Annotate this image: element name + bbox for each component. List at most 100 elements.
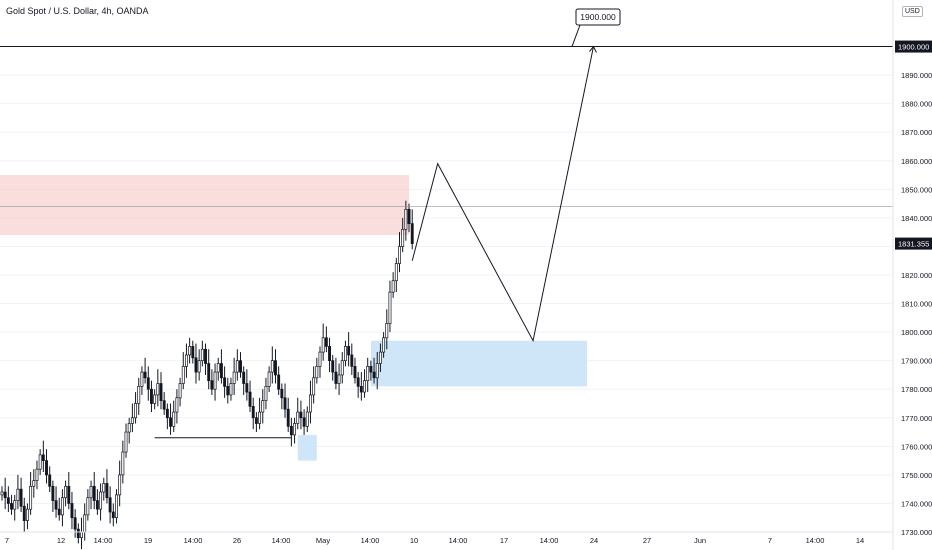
- time-tick-17: 14:00: [806, 536, 825, 545]
- candle-body-128: [407, 208, 411, 224]
- candle-body-1: [3, 491, 7, 499]
- candle-body-50: [159, 383, 163, 401]
- candle-body-77: [245, 383, 249, 393]
- candle-body-70: [223, 377, 227, 387]
- price-tick-8: 1810.000: [901, 300, 932, 309]
- candle-body-109: [347, 346, 351, 356]
- candle-body-72: [229, 383, 233, 396]
- time-tick-13: 24: [590, 536, 598, 545]
- candle-body-80: [254, 417, 258, 424]
- candle-body-51: [162, 400, 166, 410]
- candle-body-121: [385, 323, 389, 339]
- candle-body-45: [143, 371, 147, 379]
- candle-body-81: [258, 411, 262, 424]
- candle-body-6: [19, 488, 23, 507]
- candle-body-88: [280, 388, 284, 399]
- candle-body-123: [391, 280, 395, 293]
- candle-body-108: [343, 346, 347, 362]
- price-tick-16: 1890.000: [901, 71, 932, 80]
- candle-body-98: [312, 377, 316, 396]
- candle-body-5: [16, 488, 20, 501]
- demand-zone: [370, 340, 588, 387]
- candle-body-26: [83, 514, 87, 533]
- price-tick-9: 1820.000: [901, 271, 932, 280]
- candle-body-7: [22, 505, 26, 521]
- candle-body-99: [315, 366, 319, 379]
- candle-body-64: [204, 348, 207, 364]
- candle-body-126: [401, 228, 405, 247]
- time-tick-18: 14: [856, 536, 864, 545]
- candle-body-49: [156, 383, 160, 396]
- candle-body-24: [76, 528, 80, 539]
- time-tick-8: 14:00: [361, 536, 380, 545]
- candle-body-117: [372, 371, 376, 379]
- time-tick-12: 14:00: [540, 536, 559, 545]
- candle-body-68: [216, 363, 220, 373]
- candle-body-13: [41, 454, 45, 461]
- candle-body-16: [51, 485, 55, 501]
- candle-body-106: [337, 374, 341, 384]
- price-tick-12: 1850.000: [901, 185, 932, 194]
- price-tick-0: 1730.000: [901, 528, 932, 537]
- candle-body-4: [13, 500, 17, 510]
- candle-body-73: [232, 371, 236, 384]
- candle-body-42: [134, 403, 138, 419]
- candle-body-47: [150, 388, 153, 404]
- candle-body-105: [334, 371, 338, 384]
- candle-body-101: [321, 337, 325, 353]
- candle-body-20: [64, 485, 68, 499]
- candle-body-87: [277, 374, 281, 390]
- candle-body-37: [118, 474, 122, 496]
- candle-body-0: [0, 491, 4, 496]
- candle-body-48: [153, 394, 157, 404]
- candle-body-75: [239, 360, 242, 373]
- candle-body-35: [111, 511, 115, 519]
- candle-body-116: [369, 366, 373, 373]
- projection-arrowhead: [589, 45, 597, 53]
- candle-body-93: [296, 411, 300, 424]
- candle-body-94: [299, 411, 303, 419]
- candles: [0, 200, 414, 550]
- price-tick-11: 1840.000: [901, 214, 932, 223]
- candle-body-79: [251, 406, 255, 419]
- candle-body-12: [38, 454, 42, 470]
- candle-body-8: [25, 508, 29, 521]
- candle-body-95: [302, 417, 306, 427]
- candle-body-113: [359, 386, 363, 393]
- candle-body-32: [102, 483, 106, 493]
- candle-body-18: [57, 508, 61, 516]
- candle-body-44: [140, 371, 144, 387]
- callout-label: 1900.000: [580, 12, 616, 22]
- time-axis[interactable]: 7 12 14:00 19 14:00 26 14:00 May 14:00 10 14:00 17 1…: [0, 531, 893, 545]
- candle-body-11: [35, 468, 39, 481]
- candle-body-46: [146, 377, 150, 390]
- candle-body-30: [95, 500, 99, 510]
- candle-body-112: [356, 377, 360, 387]
- candle-body-19: [60, 497, 64, 516]
- target-price-badge: [895, 40, 932, 53]
- candle-body-91: [289, 425, 293, 436]
- zones: [0, 175, 588, 461]
- candle-body-127: [404, 208, 408, 230]
- candle-body-58: [184, 354, 188, 367]
- candle-body-83: [264, 386, 268, 401]
- candle-body-25: [80, 531, 83, 539]
- candle-body-41: [130, 417, 134, 424]
- callout-box: [575, 8, 621, 26]
- price-tick-4: 1770.000: [901, 414, 932, 423]
- candle-body-86: [274, 360, 277, 376]
- candle-body-2: [6, 497, 10, 504]
- time-tick-15: Jun: [694, 536, 706, 545]
- price-axis[interactable]: 1730.000 1740.000 1750.000 1760.000 1770.000…: [892, 0, 932, 550]
- candle-body-65: [207, 363, 211, 382]
- candle-body-119: [378, 351, 382, 364]
- candle-body-57: [181, 366, 185, 384]
- candle-body-62: [197, 360, 201, 373]
- candle-body-129: [410, 223, 414, 244]
- candle-body-118: [375, 363, 379, 379]
- grid: [0, 46, 893, 533]
- currency-button[interactable]: USD: [902, 6, 923, 17]
- candle-body-85: [270, 360, 274, 373]
- candle-body-33: [105, 483, 109, 499]
